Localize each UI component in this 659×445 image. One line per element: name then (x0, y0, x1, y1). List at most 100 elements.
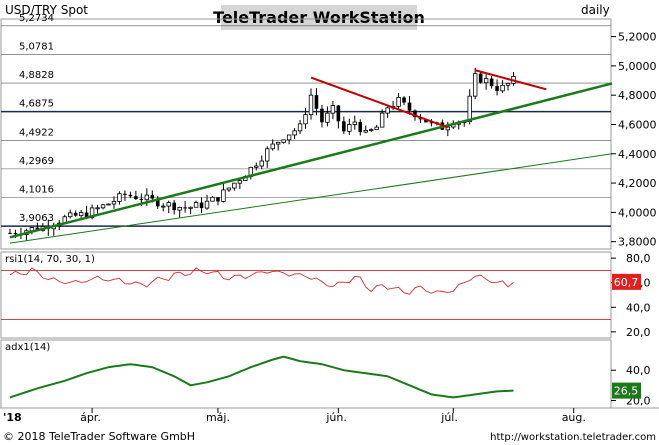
fib-level-label: 5,2734 (19, 13, 54, 24)
price-axis-label: 5,0000 (618, 60, 657, 73)
fib-level-label: 4,6875 (19, 99, 54, 110)
ohlc-bar (303, 108, 308, 129)
ohlc-bar (368, 128, 374, 132)
ohlc-bar (100, 203, 106, 210)
ohlc-bar (221, 183, 226, 203)
ohlc-bar (314, 88, 319, 116)
fib-level-label: 5,0781 (19, 41, 54, 52)
ohlc-bar (297, 119, 303, 134)
ohlc-bar (472, 67, 478, 100)
ohlc-bar (259, 155, 264, 170)
ohlc-bar (489, 75, 494, 89)
ohlc-bar (429, 118, 434, 127)
ohlc-bar (320, 105, 324, 128)
price-panel[interactable] (0, 18, 612, 250)
fib-level-label: 4,4922 (19, 127, 54, 138)
time-axis-label: aug. (562, 411, 586, 424)
indicator-axis-label: 40,0 (626, 364, 651, 377)
price-axis-label: 5,2000 (618, 31, 657, 44)
fib-level-label: 3,9063 (19, 213, 54, 224)
fib-level-label: 4,1016 (19, 184, 54, 195)
ohlc-bar (511, 72, 516, 86)
ohlc-bar (237, 178, 243, 189)
watermark-text: TeleTrader WorkStation (213, 8, 425, 27)
ohlc-bar (308, 88, 314, 120)
ohlc-bar (336, 104, 341, 129)
ohlc-bar (270, 139, 275, 151)
ohlc-bar (166, 200, 171, 214)
adx-panel[interactable] (0, 339, 612, 409)
ohlc-bar (379, 109, 385, 128)
ohlc-bar (292, 128, 297, 139)
rsi-value-badge (612, 273, 641, 290)
red-trendline[interactable] (474, 69, 547, 91)
interval-label: daily (581, 3, 610, 17)
green-trendline[interactable] (9, 82, 613, 239)
adx-value-badge (612, 382, 641, 399)
ohlc-bar (193, 200, 199, 208)
ohlc-bar (78, 209, 84, 219)
ohlc-bar (123, 190, 127, 201)
ohlc-bar (325, 106, 330, 127)
time-axis-label: júl. (440, 411, 458, 424)
ohlc-bar (210, 196, 215, 202)
symbol-title: USD/TRY Spot (5, 3, 88, 17)
ohlc-bar (73, 210, 78, 217)
time-axis-label: máj. (206, 411, 230, 424)
ohlc-bar (402, 96, 406, 106)
fib-level-label: 4,8828 (19, 70, 54, 81)
ohlc-bar (8, 228, 12, 234)
ohlc-bar (358, 119, 363, 136)
price-axis-label: 4,2000 (618, 177, 657, 190)
ohlc-bar (188, 206, 193, 215)
price-axis-label: 3,8000 (618, 236, 657, 249)
ohlc-bar (134, 190, 138, 201)
ohlc-bar (226, 187, 232, 192)
rsi-title: rsi1(14, 70, 30, 1) (5, 254, 95, 265)
adx-value-text: 26,5 (614, 385, 639, 398)
ohlc-bar (286, 134, 292, 145)
ohlc-bar (281, 139, 286, 144)
indicator-axis-label: 20,0 (626, 326, 651, 339)
ohlc-bar (117, 191, 122, 205)
ohlc-bar (216, 197, 220, 206)
rsi-line[interactable] (9, 267, 514, 295)
ohlc-bar (385, 106, 390, 118)
ohlc-bar (232, 182, 237, 191)
ohlc-bar (500, 80, 505, 93)
rsi-value-text: 60,7 (614, 276, 639, 289)
ohlc-bar (363, 125, 368, 134)
adx-title: adx1(14) (5, 342, 50, 353)
ohlc-bar (352, 115, 357, 130)
ohlc-bar (128, 191, 133, 199)
ohlc-bar (161, 203, 166, 212)
ohlc-bar (396, 93, 401, 110)
price-axis-label: 4,4000 (618, 148, 657, 161)
ohlc-bar (68, 209, 73, 219)
ohlc-bar (172, 199, 176, 215)
ohlc-bar (374, 124, 379, 130)
ohlc-bar (204, 194, 210, 210)
adx-line[interactable] (9, 355, 514, 399)
time-axis-label: '18 (3, 411, 22, 424)
copyright-text: © 2018 TeleTrader Software GmbH (3, 430, 195, 443)
footer-url[interactable]: http://workstation.teletrader.com (490, 432, 656, 443)
time-axis-label: ápr. (80, 411, 101, 424)
price-axis-label: 4,0000 (618, 206, 657, 219)
ohlc-bar (347, 118, 352, 135)
green-trendline[interactable] (9, 153, 613, 244)
ohlc-bar (330, 100, 336, 120)
indicator-axis-label: 40,0 (626, 301, 651, 314)
red-trendline[interactable] (310, 76, 449, 129)
time-axis-label: jún. (325, 411, 347, 424)
ohlc-bar (199, 197, 204, 214)
rsi-panel[interactable] (0, 251, 612, 339)
price-axis-label: 4,8000 (618, 89, 657, 102)
ohlc-bar (111, 196, 117, 209)
ohlc-bar (505, 82, 511, 91)
ohlc-bar (478, 72, 483, 84)
indicator-axis-label: 80,0 (626, 252, 651, 265)
ohlc-bar (254, 162, 259, 171)
ohlc-bar (483, 74, 489, 90)
